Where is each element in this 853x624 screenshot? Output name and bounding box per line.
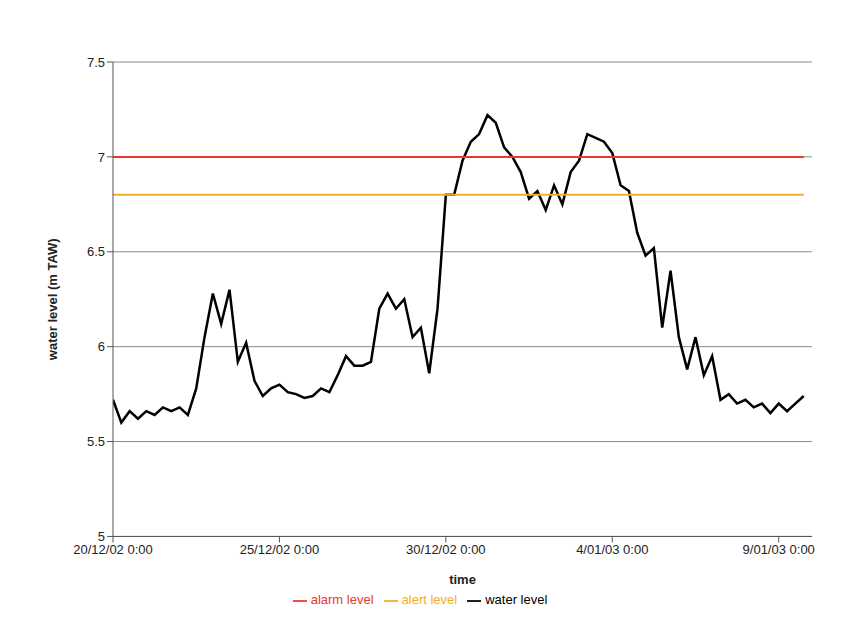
svg-text:4/01/03 0:00: 4/01/03 0:00 — [576, 542, 648, 557]
svg-text:time: time — [449, 572, 476, 587]
html-text:alarm level: alarm level — [310, 592, 374, 608]
html-text:alert level: alert level — [401, 592, 458, 608]
svg-text:30/12/02 0:00: 30/12/02 0:00 — [406, 542, 486, 557]
svg-text:6: 6 — [98, 339, 105, 354]
svg-text:20/12/02 0:00: 20/12/02 0:00 — [73, 542, 153, 557]
svg-text:7: 7 — [98, 150, 105, 165]
svg-text:25/12/02 0:00: 25/12/02 0:00 — [240, 542, 320, 557]
svg-text:7.5: 7.5 — [87, 55, 105, 70]
svg-text:water level (m TAW): water level (m TAW) — [45, 238, 60, 361]
svg-text:5.5: 5.5 — [87, 434, 105, 449]
html-text:water level: water level — [485, 592, 548, 608]
svg-text:5: 5 — [98, 529, 105, 544]
svg-text:6.5: 6.5 — [87, 244, 105, 259]
svg-text:9/01/03 0:00: 9/01/03 0:00 — [743, 542, 815, 557]
